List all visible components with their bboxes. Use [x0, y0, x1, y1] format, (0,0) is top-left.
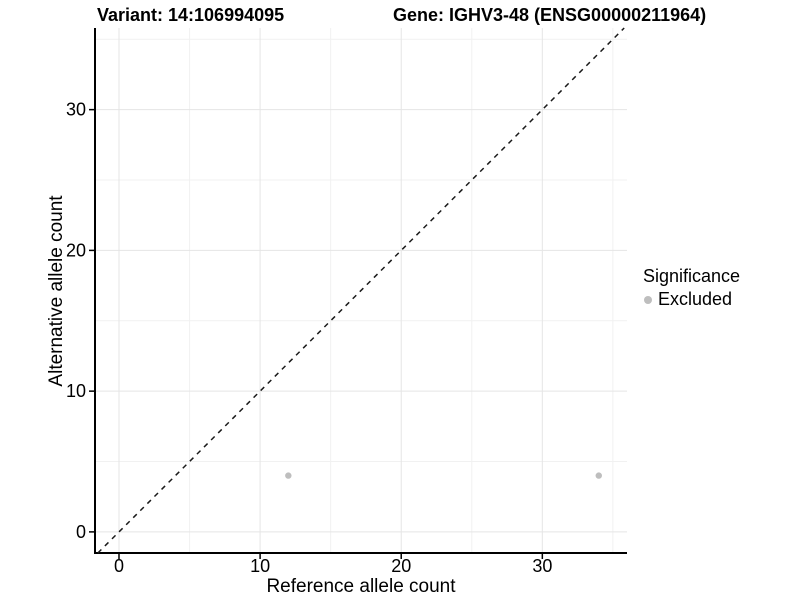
legend-item-excluded: Excluded: [641, 288, 740, 311]
minor-gridlines: [95, 28, 627, 553]
y-tick-label: 30: [66, 100, 86, 120]
data-point: [595, 472, 602, 479]
gene-title: Gene: IGHV3-48 (ENSG00000211964): [393, 5, 707, 25]
x-tick-label: 30: [532, 556, 552, 576]
legend: Significance Excluded: [641, 265, 740, 311]
legend-item-label: Excluded: [658, 289, 733, 309]
major-gridlines: [95, 28, 627, 553]
tick-labels: 0 10 20 30 0 10 20 30: [66, 100, 552, 576]
x-tick-label: 0: [114, 556, 124, 576]
y-tick-label: 20: [66, 240, 86, 260]
variant-title: Variant: 14:106994095: [97, 5, 285, 25]
data-point: [285, 472, 292, 479]
y-axis-title: Alternative allele count: [46, 195, 67, 387]
y-tick-label: 0: [76, 522, 86, 542]
x-axis-title: Reference allele count: [266, 576, 456, 597]
tick-marks: [89, 108, 544, 559]
excluded-point-icon: [644, 295, 652, 304]
identity-line: [97, 27, 625, 554]
x-tick-label: 10: [250, 556, 270, 576]
x-tick-label: 20: [391, 556, 411, 576]
axis-lines: [94, 28, 627, 554]
legend-title: Significance: [643, 266, 741, 286]
y-tick-label: 10: [66, 381, 86, 401]
data-points: [285, 472, 602, 479]
